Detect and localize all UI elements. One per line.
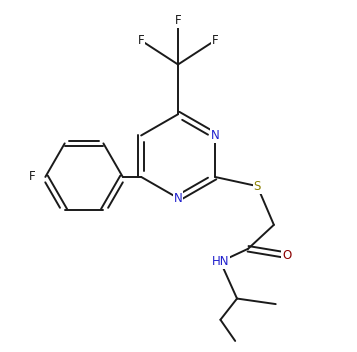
Text: O: O [282, 249, 291, 262]
Text: F: F [212, 34, 218, 47]
Text: F: F [138, 34, 145, 47]
Text: N: N [174, 191, 182, 205]
Text: HN: HN [212, 255, 229, 268]
Text: F: F [29, 170, 36, 183]
Text: N: N [211, 129, 219, 142]
Text: F: F [175, 14, 181, 27]
Text: S: S [253, 180, 261, 193]
